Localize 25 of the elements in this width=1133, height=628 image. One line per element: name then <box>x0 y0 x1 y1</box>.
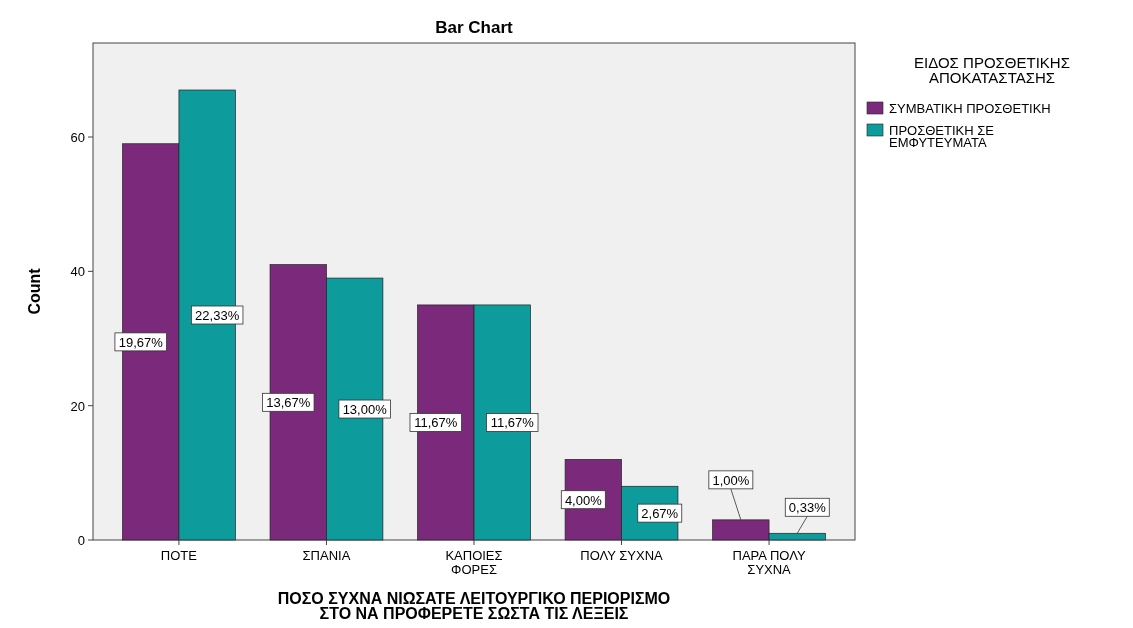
annotation: 0,33% <box>788 500 827 516</box>
annotation: 13,00% <box>342 402 388 418</box>
y-tick-label: 0 <box>77 533 85 548</box>
legend-title: ΕΙΔΟΣ ΠΡΟΣΘΕΤΙΚΗΣ ΑΠΟΚΑΤΑΣΤΑΣΗΣ <box>914 54 1070 86</box>
x-tick-label: ΠΟΤΕ <box>160 548 198 563</box>
annotation: 11,67% <box>414 415 458 431</box>
x-tick-label: ΠΑΡΑ ΠΟΛΥ ΣΥΧΝΑ <box>732 548 806 577</box>
x-tick-label: ΚΑΠΟΙΕΣ ΦΟΡΕΣ <box>445 548 503 577</box>
chart-title: Bar Chart <box>435 18 514 37</box>
annotation: 22,33% <box>195 308 240 324</box>
legend-label: ΣΥΜΒΑΤΙΚΗ ΠΡΟΣΘΕΤΙΚΗ <box>889 101 1051 116</box>
y-tick-label: 40 <box>70 264 85 280</box>
y-tick-label: 60 <box>70 130 85 146</box>
x-tick-label: ΣΠΑΝΙΑ <box>302 548 351 563</box>
x-tick-label: ΠΟΛΥ ΣΥΧΝΑ <box>580 548 664 563</box>
y-tick-label: 20 <box>70 398 85 414</box>
x-axis-title: ΠΟΣΟ ΣΥΧΝΑ ΝΙΩΣΑΤΕ ΛΕΙΤΟΥΡΓΙΚΟ ΠΕΡΙΟΡΙΣΜΟ ΣΤΟ ΝΑ ΠΡΟΦΕΡΕΤΕ ΣΩΣΤΑ ΤΙΣ ΛΕΞΕΙΣ <box>277 590 671 622</box>
annotation: 19,67% <box>118 334 164 350</box>
annotation: 1,00% <box>712 472 750 488</box>
annotation: 11,67% <box>490 415 535 431</box>
annotation: 2,67% <box>641 506 679 522</box>
annotation: 4,00% <box>564 492 603 508</box>
annotation: 13,67% <box>266 395 311 411</box>
y-axis-title: Count <box>26 267 43 315</box>
legend-label: ΠΡΟΣΘΕΤΙΚΗ ΣΕ ΕΜΦΥΤΕΥΜΑΤΑ <box>889 123 995 150</box>
